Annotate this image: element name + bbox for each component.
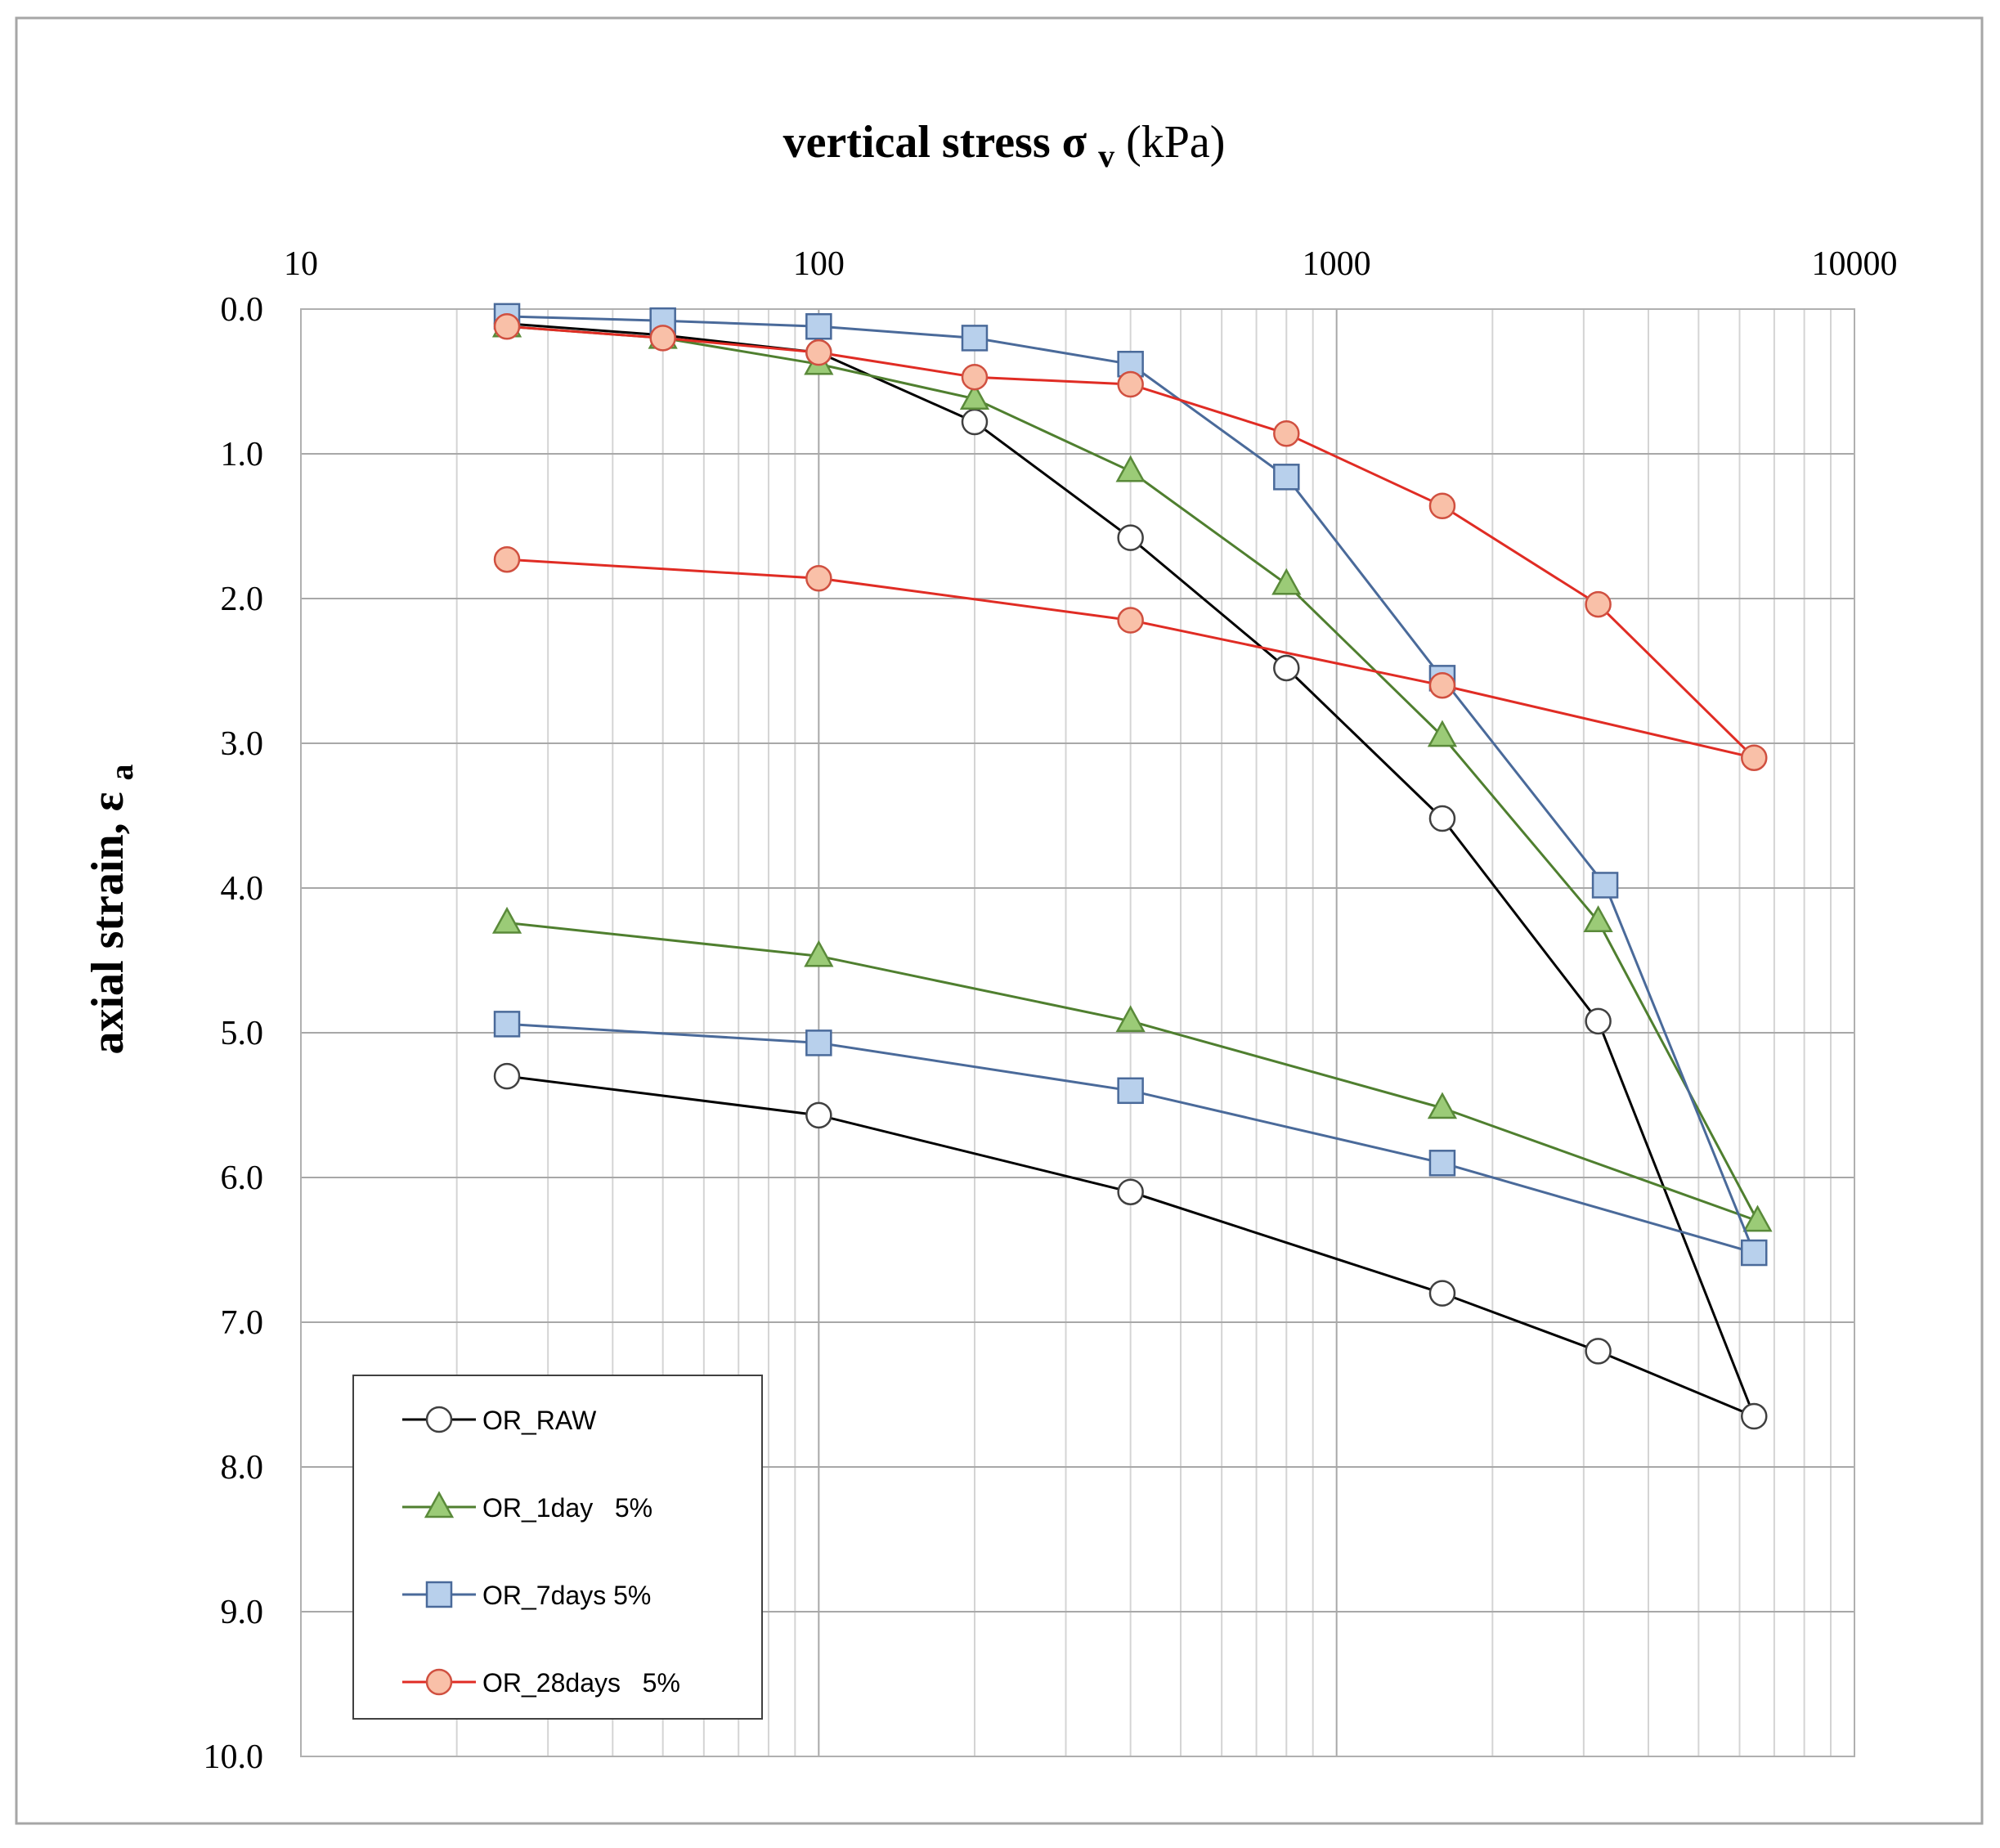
title-subscript: v [1098, 137, 1114, 174]
data-point [1428, 1280, 1456, 1307]
legend-entry: OR_7days 5% [402, 1581, 651, 1610]
data-point [493, 1062, 521, 1090]
data-point [804, 940, 834, 967]
y-tick-label: 8.0 [221, 1449, 264, 1487]
data-point [961, 363, 989, 391]
data-point [649, 325, 676, 352]
y-tick-label: 4.0 [221, 870, 264, 908]
x-tick-label: 10000 [1812, 245, 1898, 283]
data-point [1585, 590, 1612, 618]
data-point [1273, 464, 1300, 491]
y-tick-label: 2.0 [221, 581, 264, 618]
title-sigma: σ [1062, 117, 1087, 168]
y-axis-label: axial strain, ε a [83, 764, 140, 1054]
y-tick-labels: 0.0 1.0 2.0 3.0 4.0 5.0 6.0 7.0 8.0 9.0 10.0 [204, 291, 264, 1776]
data-point [805, 564, 832, 592]
data-point [1271, 567, 1302, 595]
title-main: vertical stress [783, 117, 1062, 168]
chart-title: vertical stress σ v (kPa) [783, 117, 1226, 177]
data-point [491, 906, 522, 934]
data-point [1115, 1005, 1146, 1033]
series-layer [491, 303, 1773, 1430]
data-point [1740, 1239, 1768, 1267]
y-tick-label: 1.0 [221, 436, 264, 473]
ylabel-main: axial strain, [83, 811, 133, 1054]
legend-marker [425, 1406, 453, 1433]
data-point [805, 339, 832, 366]
data-point [1115, 455, 1146, 482]
legend-marker [424, 1491, 455, 1518]
legend-marker [425, 1668, 453, 1696]
data-point [1273, 419, 1300, 447]
legend-entry: OR_1day 5% [402, 1491, 652, 1523]
data-point [1117, 524, 1144, 551]
data-point [1117, 607, 1144, 634]
data-point [1427, 1092, 1458, 1119]
data-point [805, 1029, 832, 1056]
data-point [1428, 671, 1456, 699]
data-point [1583, 905, 1613, 932]
data-point [1117, 1077, 1144, 1105]
y-tick-label: 10.0 [204, 1738, 264, 1776]
x-tick-label: 100 [793, 245, 845, 283]
data-point [959, 383, 990, 410]
data-point [1585, 1007, 1612, 1035]
series-4 [493, 312, 1768, 771]
y-tick-label: 3.0 [221, 725, 264, 763]
y-tick-label: 5.0 [221, 1015, 264, 1052]
y-tick-label: 0.0 [221, 291, 264, 329]
x-tick-label: 10 [284, 245, 318, 283]
data-point [1428, 805, 1456, 832]
y-tick-label: 9.0 [221, 1594, 264, 1631]
data-point [1273, 654, 1300, 682]
legend-items: OR_RAW OR_1day 5% OR_7days 5% OR_28days 5% [402, 1406, 680, 1698]
data-point [1585, 1338, 1612, 1365]
legend-entry: OR_28days 5% [402, 1668, 680, 1698]
legend-label: OR_1day 5% [482, 1493, 652, 1523]
data-point [805, 312, 832, 340]
data-point [1742, 1204, 1773, 1232]
data-point [1428, 492, 1456, 519]
data-point [493, 1011, 521, 1038]
ylabel-epsilon: ε [83, 792, 133, 811]
data-point [1591, 872, 1619, 899]
x-tick-label: 1000 [1303, 245, 1371, 283]
ylabel-subscript: a [103, 764, 140, 780]
legend-label: OR_28days 5% [482, 1668, 680, 1698]
legend: OR_RAW OR_1day 5% OR_7days 5% OR_28days 5% [352, 1375, 763, 1720]
data-point [961, 325, 989, 352]
plot-border [300, 308, 1855, 1757]
data-point [1117, 1178, 1144, 1205]
data-point [1427, 720, 1458, 747]
data-point [961, 408, 989, 436]
data-point [805, 1101, 832, 1129]
legend-label: OR_RAW [482, 1406, 597, 1435]
legend-marker [425, 1581, 453, 1608]
y-tick-label: 7.0 [221, 1304, 264, 1342]
title-unit: (kPa) [1126, 117, 1225, 168]
legend-label: OR_7days 5% [482, 1581, 651, 1610]
series-1 [493, 310, 1768, 1430]
x-tick-labels: 10 100 1000 10000 [284, 245, 1898, 283]
y-tick-label: 6.0 [221, 1159, 264, 1197]
data-point [1428, 1150, 1456, 1177]
series-line [506, 322, 1756, 1418]
legend-entry: OR_RAW [402, 1406, 597, 1435]
data-point [1740, 744, 1768, 771]
data-point [1740, 1402, 1768, 1430]
data-point [493, 545, 521, 573]
data-point [1117, 370, 1144, 398]
data-point [493, 312, 521, 340]
legend-box [352, 1375, 763, 1720]
